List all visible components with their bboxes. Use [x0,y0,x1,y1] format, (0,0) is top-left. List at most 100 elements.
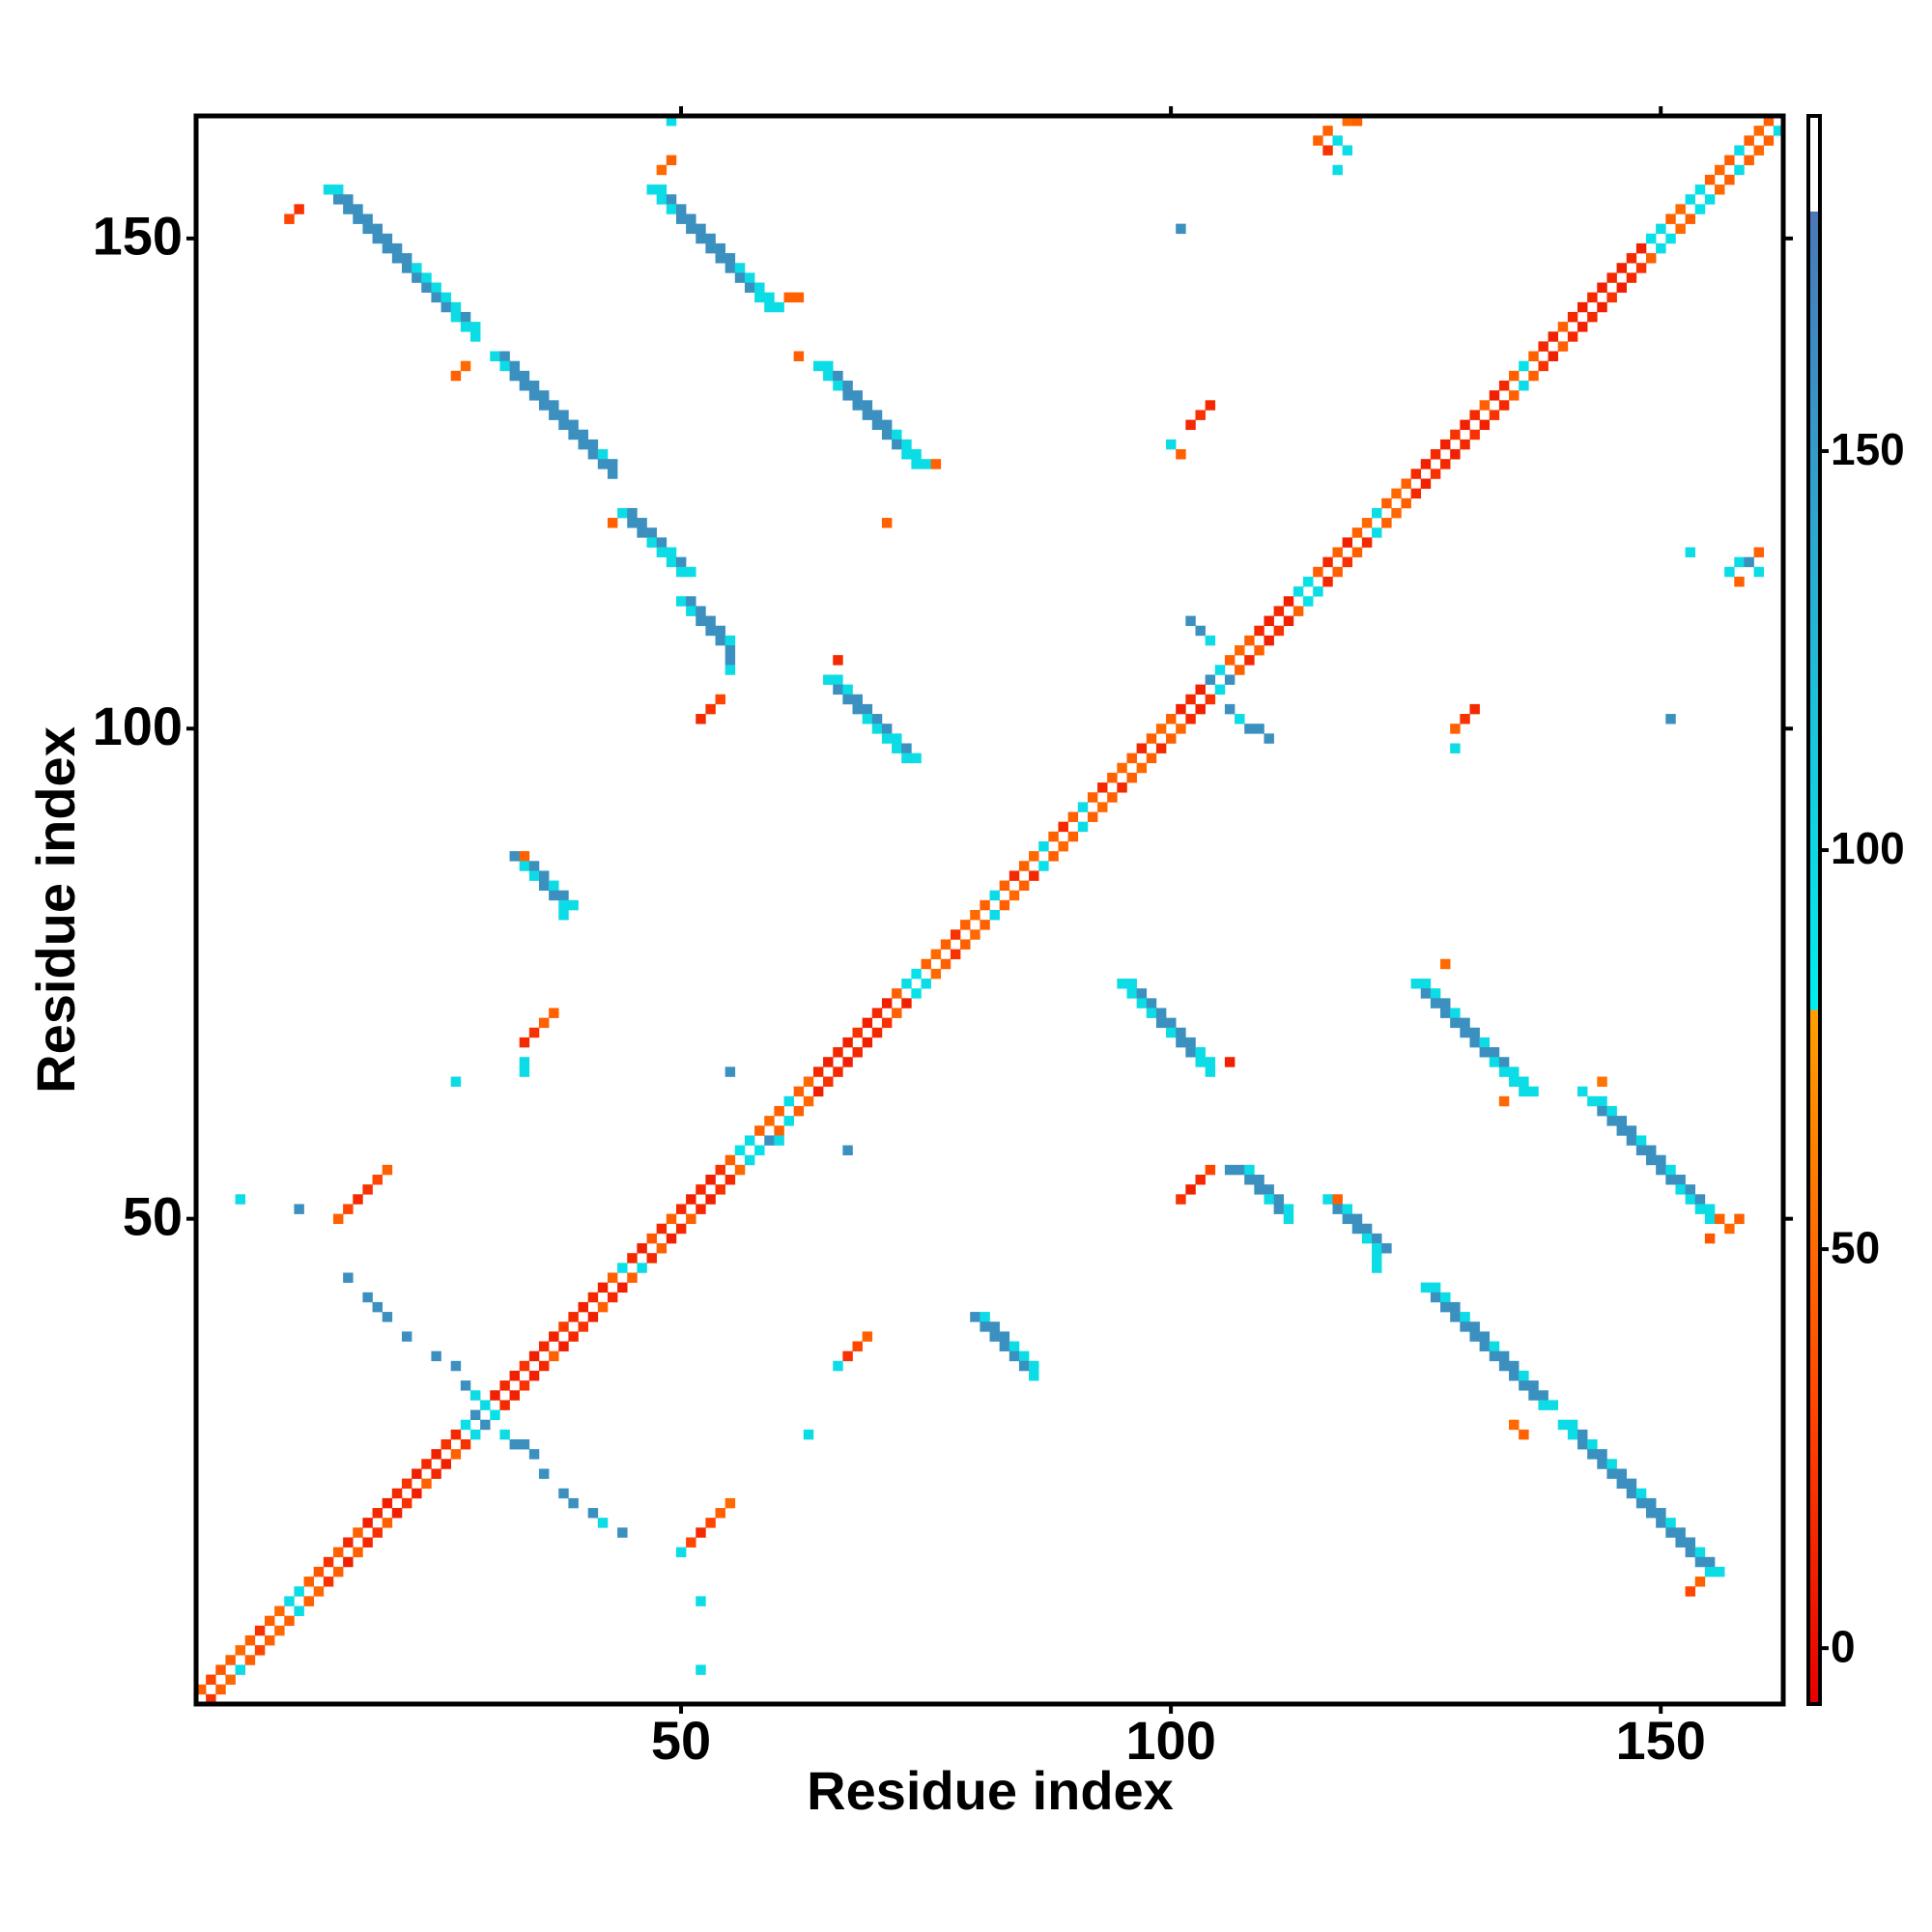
heatmap-cell [646,1253,657,1264]
heatmap-cell [774,1135,784,1146]
heatmap-cell [1322,126,1333,136]
heatmap-cell [1332,547,1343,557]
heatmap-cell [343,1204,354,1214]
heatmap-cell [1635,1488,1647,1499]
heatmap-cell [558,910,569,921]
heatmap-cell [862,1037,873,1048]
heatmap-cell [705,242,716,254]
heatmap-cell [284,213,295,224]
heatmap-cell [646,1233,657,1244]
heatmap-cell [1656,1508,1666,1519]
heatmap-cell [1332,566,1343,578]
heatmap-cell [1724,1223,1735,1235]
heatmap-cell [450,1360,462,1372]
heatmap-cell [391,242,403,254]
heatmap-cell [1606,1459,1617,1469]
heatmap-cell [1205,694,1216,705]
heatmap-cell [1176,223,1186,235]
heatmap-cell [1391,507,1402,519]
heatmap-cell [862,703,873,715]
heatmap-cell [734,1164,746,1176]
heatmap-cell [372,1175,383,1185]
heatmap-cell [656,1243,668,1254]
heatmap-cell [362,1537,373,1548]
heatmap-cell [597,459,609,469]
heatmap-cell [980,1321,990,1332]
heatmap-cell [372,1508,383,1519]
heatmap-cell [1244,1175,1255,1185]
heatmap-cell [1176,1037,1186,1048]
heatmap-cell [431,292,441,303]
heatmap-cell [1322,1194,1333,1205]
heatmap-cell [656,1223,668,1235]
heatmap-cell [833,655,843,666]
heatmap-cell [646,185,657,195]
heatmap-cell [666,116,677,127]
heatmap-cell [764,1135,775,1146]
heatmap-cell [1498,1095,1510,1107]
heatmap-cell [1264,733,1274,744]
heatmap-cell [1665,1518,1676,1528]
heatmap-cell [871,419,883,431]
heatmap-cell [871,1027,883,1038]
heatmap-cell [235,1645,246,1656]
heatmap-cell [538,400,550,411]
heatmap-cell [469,322,481,332]
heatmap-cell [1430,1282,1441,1293]
heatmap-cell [1166,439,1177,450]
colorbar-tick-label: 50 [1831,1222,1880,1272]
heatmap-cell [1646,1145,1657,1156]
heatmap-cell [460,311,471,323]
heatmap-cell [715,1184,725,1195]
heatmap-cell [940,958,952,970]
heatmap-cell [675,1223,687,1235]
heatmap-cell [1450,429,1461,440]
heatmap-cell [823,674,834,685]
heatmap-cell [1381,497,1392,509]
heatmap-cell [852,694,863,705]
heatmap-cell [803,1076,814,1087]
heatmap-cell [793,1086,805,1097]
heatmap-cell [1694,1577,1706,1587]
heatmap-cell [490,1390,500,1401]
heatmap-cell [362,213,373,224]
heatmap-cell [960,920,971,930]
heatmap-cell [724,655,736,666]
heatmap-cell [705,1518,716,1528]
heatmap-cell [1430,1292,1441,1303]
heatmap-cell [1528,1390,1539,1401]
heatmap-cell [1205,1066,1216,1077]
heatmap-cell [1469,410,1480,420]
heatmap-cell [499,1400,510,1410]
heatmap-cell [950,929,961,940]
heatmap-cell [1205,1164,1216,1176]
heatmap-cell [450,311,462,323]
heatmap-cell [607,1272,618,1283]
heatmap-cell [1342,145,1353,156]
heatmap-cell [1313,586,1323,597]
heatmap-cell [871,724,883,734]
heatmap-cell [940,939,952,950]
x-axis-title: Residue index [807,1760,1174,1821]
heatmap-cell [1665,213,1676,224]
heatmap-cell [666,155,677,166]
heatmap-cell [1107,772,1118,783]
heatmap-cell [1264,615,1274,627]
heatmap-cell [656,547,668,557]
heatmap-cell [675,213,687,224]
heatmap-cell [264,1634,275,1646]
heatmap-cell [617,1263,628,1273]
heatmap-cell [460,322,471,332]
heatmap-cell [1519,360,1529,372]
heatmap-cell [1205,674,1216,685]
x-tick-label: 100 [1125,1710,1215,1771]
heatmap-cell [607,1292,618,1303]
heatmap-cell [1773,126,1784,136]
heatmap-cell [842,390,853,401]
heatmap-cell [1283,596,1294,607]
heatmap-cell [353,1194,363,1205]
heatmap-cell [1489,390,1500,401]
heatmap-cell [1528,1086,1539,1097]
heatmap-cell [1264,635,1274,646]
heatmap-cell [1646,1497,1657,1509]
